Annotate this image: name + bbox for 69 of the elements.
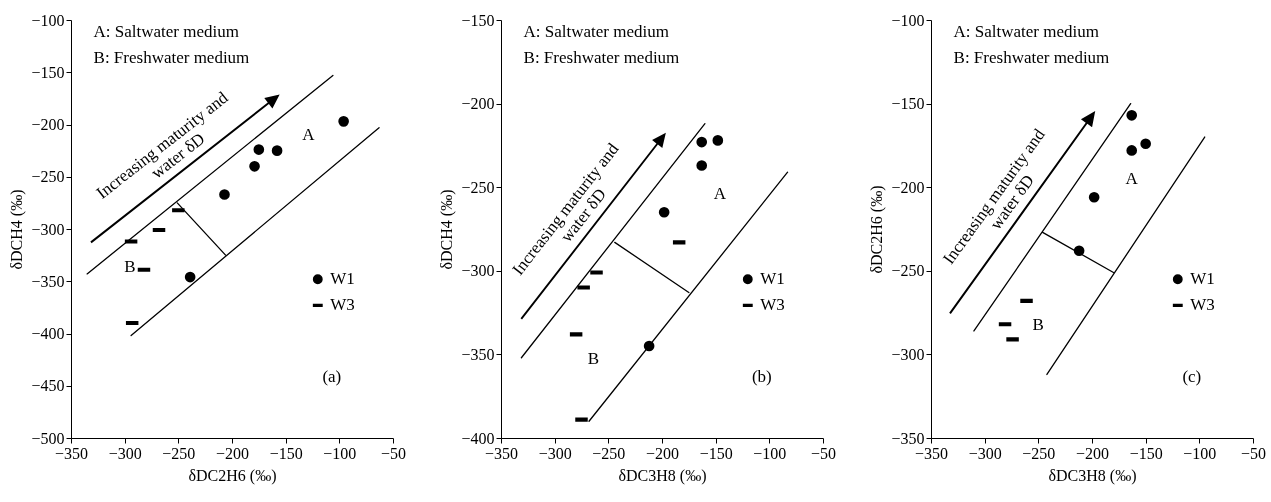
- x-tick-label: −50: [810, 444, 837, 462]
- y-tick-label: −300: [31, 220, 65, 238]
- x-tick-label: −100: [753, 444, 787, 462]
- y-axis-title: δDC2H6 (‰): [868, 185, 887, 274]
- y-tick-label: −400: [31, 325, 65, 342]
- x-tick-label: −250: [1022, 444, 1056, 462]
- x-tick-label: −200: [645, 444, 680, 462]
- y-tick-label: −250: [891, 262, 925, 280]
- x-tick-label: −300: [538, 444, 572, 462]
- x-tick-label: −150: [699, 444, 733, 462]
- legend-label: W1: [760, 269, 785, 289]
- y-tick-label: −350: [31, 272, 65, 290]
- legend-label: W1: [330, 269, 355, 289]
- annotation: A: [1125, 168, 1139, 188]
- y-tick-label: −450: [31, 377, 65, 395]
- y-tick-label: −400: [461, 429, 495, 447]
- annotation: B: Freshwater medium: [93, 48, 250, 67]
- x-tick-label: −300: [968, 444, 1002, 462]
- x-axis-title: δDC2H6 (‰): [188, 466, 277, 485]
- x-tick-label: −150: [1129, 444, 1163, 462]
- x-tick-label: −350: [54, 444, 89, 462]
- y-tick-label: −250: [31, 168, 65, 186]
- y-tick-label: −150: [31, 63, 65, 81]
- y-tick-label: −350: [891, 429, 925, 447]
- annotation: (c): [1182, 367, 1202, 387]
- y-tick-label: −500: [31, 429, 65, 447]
- x-tick-label: −200: [1075, 444, 1110, 462]
- x-tick-label: −100: [323, 444, 357, 462]
- y-tick-label: −200: [461, 95, 495, 113]
- legend-label: W3: [760, 295, 785, 315]
- x-tick-label: −300: [108, 444, 142, 462]
- x-tick-label: −50: [380, 444, 407, 462]
- annotation: A: Saltwater medium: [953, 22, 1099, 41]
- x-tick-label: −350: [484, 444, 519, 462]
- y-tick-label: −200: [31, 116, 65, 133]
- annotation: A: Saltwater medium: [93, 22, 239, 41]
- annotation: A: [302, 124, 316, 144]
- x-tick-label: −200: [215, 444, 250, 462]
- annotation: B: Freshwater medium: [523, 48, 680, 67]
- annotation: B: [587, 349, 600, 369]
- x-tick-label: −50: [1240, 444, 1267, 462]
- y-tick-label: −150: [461, 11, 495, 29]
- y-axis-title: δDCH4 (‰): [438, 189, 457, 270]
- annotation: B: [124, 256, 136, 276]
- y-tick-label: −300: [891, 345, 925, 363]
- annotation: A: [713, 183, 727, 203]
- x-tick-label: −150: [269, 444, 303, 462]
- x-axis-title: δDC3H8 (‰): [618, 466, 707, 485]
- y-tick-label: −250: [461, 178, 495, 196]
- legend-label: W1: [1190, 269, 1215, 289]
- x-tick-label: −100: [1183, 444, 1217, 462]
- annotation: B: [1032, 315, 1044, 335]
- annotation: (b): [751, 367, 772, 387]
- y-tick-label: −300: [461, 262, 495, 280]
- legend-label: W3: [330, 295, 355, 315]
- y-tick-label: −350: [461, 345, 495, 363]
- y-tick-label: −200: [891, 178, 925, 196]
- x-tick-label: −250: [592, 444, 626, 462]
- x-tick-label: −350: [914, 444, 949, 462]
- annotation: A: Saltwater medium: [523, 22, 669, 41]
- legend-label: W3: [1190, 295, 1215, 315]
- x-axis-title: δDC3H8 (‰): [1048, 466, 1137, 485]
- y-tick-label: −100: [31, 11, 65, 29]
- annotation: (a): [322, 367, 342, 387]
- x-tick-label: −250: [162, 444, 196, 462]
- y-axis-title: δDCH4 (‰): [8, 189, 27, 270]
- annotation: B: Freshwater medium: [953, 48, 1110, 67]
- y-tick-label: −100: [891, 11, 925, 29]
- y-tick-label: −150: [891, 95, 925, 113]
